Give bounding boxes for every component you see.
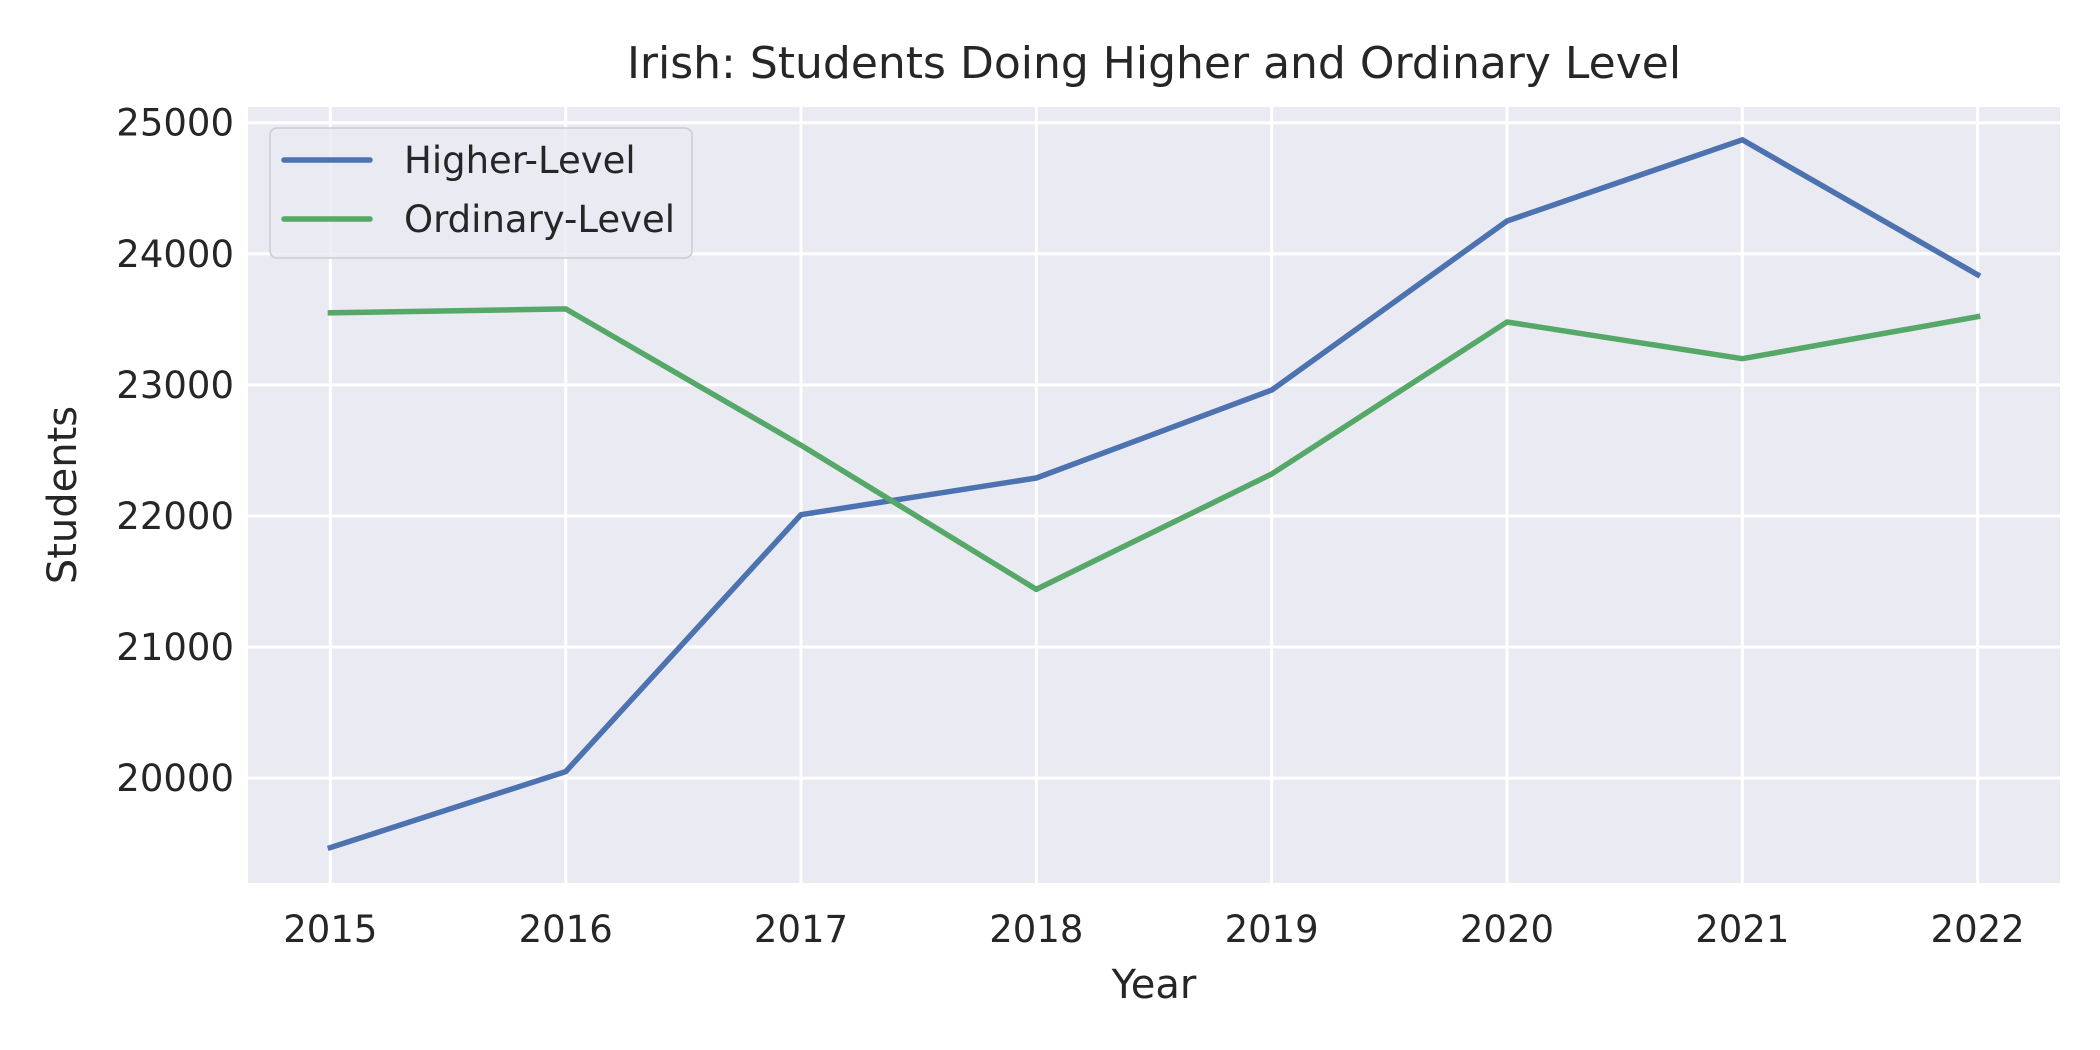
legend-label-higher-level: Higher-Level bbox=[404, 139, 636, 182]
x-axis-label: Year bbox=[1111, 962, 1197, 1008]
x-tick-label: 2022 bbox=[1931, 908, 2025, 951]
y-tick-label: 25000 bbox=[116, 102, 234, 145]
series-lines bbox=[326, 137, 1982, 852]
y-tick-label: 20000 bbox=[116, 757, 234, 800]
legend-label-ordinary-level: Ordinary-Level bbox=[404, 198, 675, 241]
x-tick-label: 2015 bbox=[283, 908, 377, 951]
x-tick-labels: 2015 2016 2017 2018 2019 2020 2021 2022 bbox=[283, 908, 2024, 951]
series-line-higher-level bbox=[326, 137, 1982, 852]
x-tick-label: 2017 bbox=[754, 908, 848, 951]
y-tick-label: 24000 bbox=[116, 233, 234, 276]
y-tick-label: 22000 bbox=[116, 495, 234, 538]
series-line-ordinary-level bbox=[327, 306, 1981, 593]
x-tick-label: 2019 bbox=[1225, 908, 1319, 951]
chart-title: Irish: Students Doing Higher and Ordinar… bbox=[627, 38, 1681, 89]
x-tick-label: 2016 bbox=[519, 908, 613, 951]
y-axis-label: Students bbox=[40, 406, 86, 584]
x-tick-label: 2018 bbox=[989, 908, 1083, 951]
x-tick-label: 2021 bbox=[1695, 908, 1789, 951]
x-tick-label: 2020 bbox=[1460, 908, 1554, 951]
y-tick-label: 23000 bbox=[116, 364, 234, 407]
legend: Higher-Level Ordinary-Level bbox=[269, 127, 693, 259]
y-tick-label: 21000 bbox=[116, 626, 234, 669]
legend-box bbox=[269, 127, 693, 259]
y-tick-labels: 20000 21000 22000 23000 24000 25000 bbox=[116, 102, 234, 800]
